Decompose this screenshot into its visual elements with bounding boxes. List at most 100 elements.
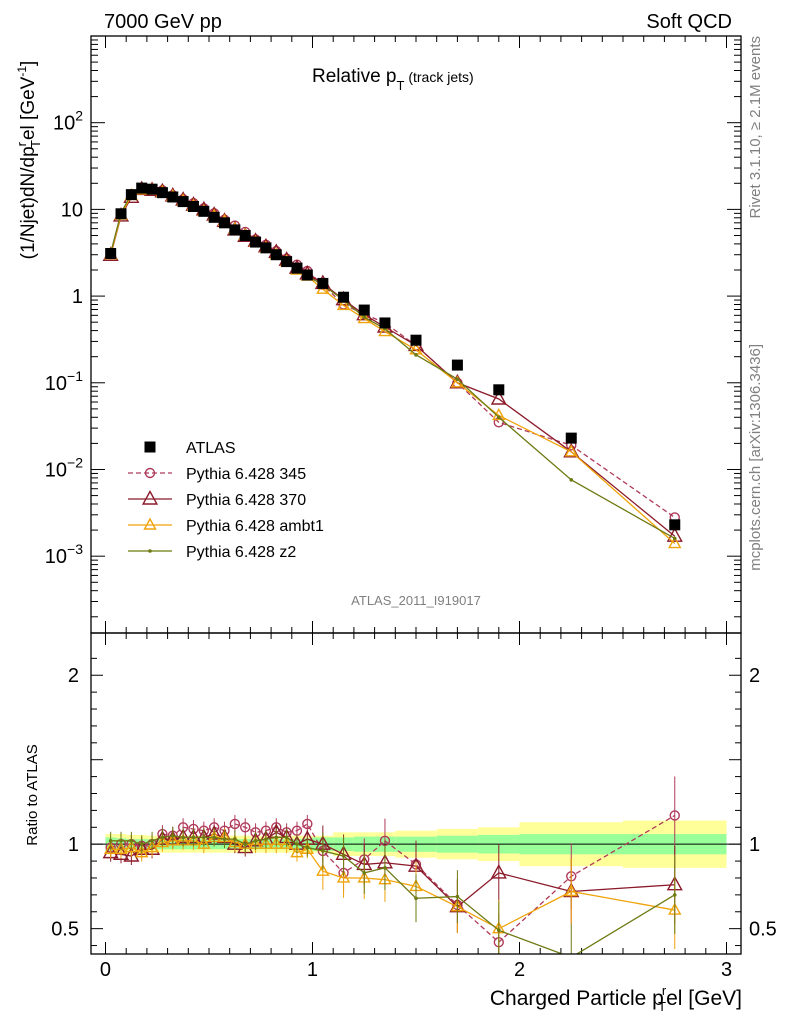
data-point (239, 229, 251, 241)
data-point (187, 200, 199, 212)
data-point (497, 415, 501, 420)
legend-label: ATLAS (186, 440, 236, 457)
ratio-point (114, 841, 128, 854)
ratio-point (108, 839, 113, 843)
data-point (198, 205, 210, 217)
ratio-point (139, 842, 144, 846)
ratio-point (274, 835, 279, 840)
data-point (451, 359, 463, 371)
ratio-y-tick-label-right: 0.5 (749, 919, 777, 941)
y-axis-label: (1/Njet)dN/dprTel [GeV-1] (14, 61, 43, 260)
ratio-y-tick-label: 0.5 (51, 919, 79, 941)
ratio-point (279, 836, 294, 849)
ratio-point (455, 894, 460, 899)
legend-marker (144, 467, 156, 479)
data-point (260, 242, 272, 254)
ratio-point (290, 845, 304, 858)
legend-label: Pythia 6.428 345 (186, 466, 306, 483)
legend-label: Pythia 6.428 ambt1 (186, 518, 324, 535)
ratio-point (302, 818, 313, 830)
data-point (208, 211, 220, 223)
data-point (455, 377, 460, 381)
ratio-point (284, 835, 289, 840)
ratio-point (170, 833, 175, 838)
ratio-point (383, 866, 387, 870)
ratio-point (336, 870, 351, 883)
data-point (493, 384, 505, 396)
ratio-point (253, 839, 258, 843)
data-point (414, 353, 418, 357)
ratio-y-tick-label: 1 (68, 834, 79, 856)
legend-marker (143, 517, 157, 530)
ratio-point (672, 893, 677, 897)
ratio-y-tick-label: 2 (68, 665, 79, 687)
ratio-point (291, 825, 303, 836)
data-point (105, 247, 117, 259)
data-point (125, 189, 137, 201)
mcplots-label: mcplots.cern.ch [arXiv:1306.3436] (747, 344, 764, 571)
ratio-point (269, 836, 283, 849)
data-point (668, 536, 682, 549)
data-point (156, 187, 168, 199)
data-point (229, 224, 241, 236)
x-tick-label: 0 (100, 959, 111, 981)
ratio-point (160, 835, 165, 840)
ratio-y-tick-label-right: 1 (749, 834, 760, 856)
ratio-point (145, 840, 159, 853)
ratio-point (240, 822, 251, 833)
data-point (219, 217, 231, 229)
legend-label: Pythia 6.428 z2 (186, 544, 296, 561)
ratio-point (341, 854, 346, 858)
top-panel: 10−3 10−2 10−1 1 10 102 (45, 35, 742, 954)
series-line (110, 188, 676, 537)
ratio-y-axis-label: Ratio to ATLAS (24, 744, 41, 845)
data-point (362, 315, 367, 320)
rivet-version-label: Rivet 3.1.10, ≥ 2.1M events (747, 36, 764, 219)
data-point (410, 334, 422, 346)
data-point (250, 236, 262, 248)
legend-marker (148, 549, 152, 553)
data-point (301, 269, 313, 281)
data-point (336, 297, 351, 311)
data-point (136, 182, 148, 194)
data-point (177, 196, 189, 208)
header-left: 7000 GeV pp (104, 11, 222, 33)
data-point (291, 262, 303, 274)
y-tick-label: 102 (53, 108, 83, 135)
legend-marker (141, 490, 159, 505)
ratio-point (150, 839, 154, 843)
data-point (569, 478, 574, 482)
data-point (672, 536, 677, 541)
ratio-point (229, 818, 241, 830)
y-tick-label: 10−1 (45, 368, 83, 395)
ratio-point (321, 849, 325, 853)
data-point (490, 390, 507, 405)
ratio-point (124, 840, 139, 853)
ratio-point (135, 845, 149, 858)
data-point (317, 277, 329, 289)
ratio-point (119, 839, 123, 843)
ratio-point (212, 835, 216, 840)
data-point (281, 256, 293, 268)
data-point (270, 249, 282, 261)
ratio-point (103, 841, 118, 854)
ratio-point (305, 845, 310, 850)
ratio-point (259, 836, 273, 849)
y-tick-label: 10−2 (45, 454, 83, 481)
ratio-series (102, 776, 683, 954)
ratio-point (166, 833, 180, 846)
data-point (167, 191, 179, 203)
ratio-point (264, 837, 268, 841)
ratio-point (181, 835, 185, 840)
ratio-y-tick-label-right: 2 (749, 665, 760, 687)
x-tick-label: 3 (721, 959, 732, 981)
ratio-panel: 0 1 2 3 0.5 0.5 1 1 2 2 (51, 632, 777, 981)
y-tick-label: 10 (61, 199, 83, 221)
x-axis-label: Charged Particle pr Tel [GeV] (490, 983, 742, 1014)
data-point (338, 291, 350, 303)
ratio-point (669, 810, 680, 821)
ratio-point (197, 836, 211, 849)
ratio-point (243, 842, 248, 846)
data-point (669, 519, 681, 531)
